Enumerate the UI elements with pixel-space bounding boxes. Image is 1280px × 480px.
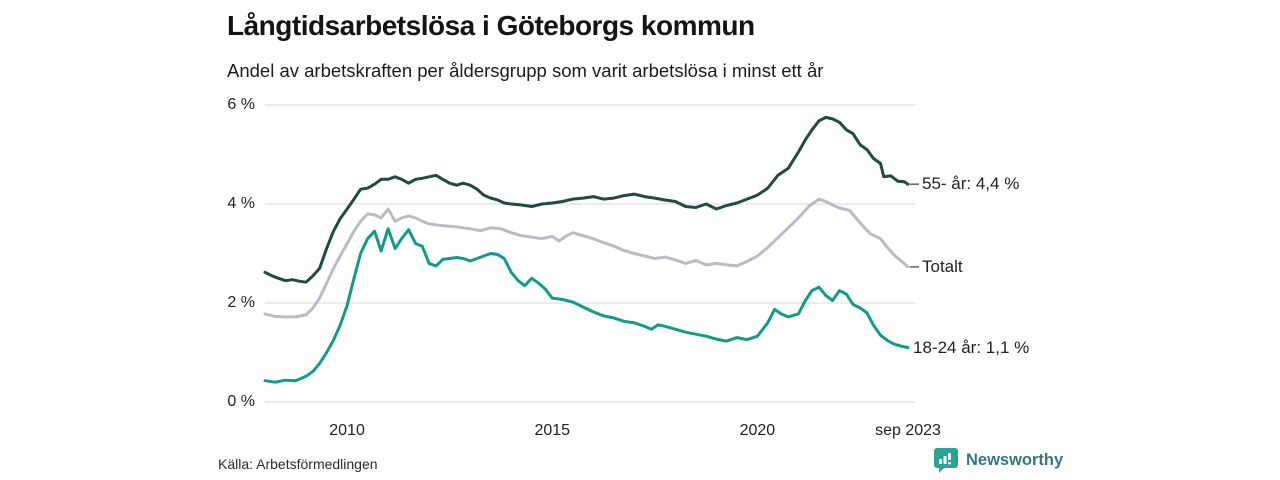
series-label-18-24-ar: 18-24 år: 1,1 % xyxy=(913,337,1030,357)
x-axis-tick-sep-2023: sep 2023 xyxy=(875,422,941,439)
brand-logo: Newsworthy xyxy=(933,447,1063,474)
x-axis-tick-2015: 2015 xyxy=(534,422,571,439)
x-axis-tick-2020: 2020 xyxy=(739,422,776,439)
series-label-totalt: Totalt xyxy=(922,256,963,276)
x-axis-tick-2010: 2010 xyxy=(329,422,365,439)
y-axis-tick-2: 2 % xyxy=(227,294,255,311)
series-line-18-24-ar xyxy=(263,227,910,384)
y-axis-tick-6: 6 % xyxy=(227,96,255,113)
series-label-55-ar: 55- år: 4,4 % xyxy=(922,174,1020,194)
brand-name: Newsworthy xyxy=(966,451,1064,469)
series-line-55-ar xyxy=(263,115,910,284)
source-note: Källa: Arbetsförmedlingen xyxy=(218,456,378,472)
bar-chart-speech-bubble-icon xyxy=(934,448,958,473)
chart-title: Långtidsarbetslösa i Göteborgs kommun xyxy=(227,10,755,41)
y-axis-tick-0: 0 % xyxy=(227,393,255,410)
y-axis-tick-4: 4 % xyxy=(227,195,255,212)
series-line-totalt xyxy=(263,197,910,319)
chart-subtitle: Andel av arbetskraften per åldersgrupp s… xyxy=(227,60,824,81)
